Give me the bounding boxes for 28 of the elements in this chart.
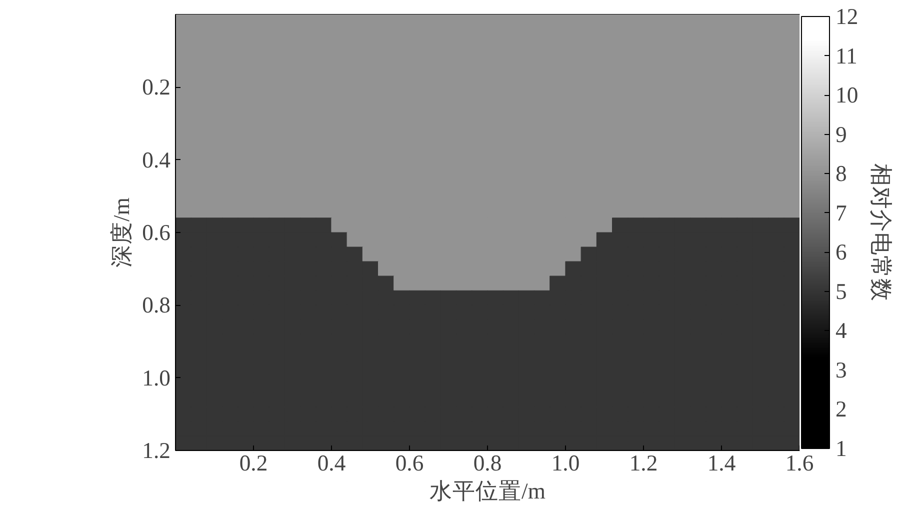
color-bar-label: 8 xyxy=(836,161,847,186)
color-bar-label: 10 xyxy=(836,82,858,108)
y-tick-label: 0.6 xyxy=(142,220,171,245)
x-tick-label: 0.8 xyxy=(473,450,502,476)
color-bar-title: 相对介电常数 xyxy=(868,164,894,302)
y-tick-label: 1.0 xyxy=(142,365,171,390)
y-tick-label: 0.8 xyxy=(142,292,171,318)
color-bar-label: 6 xyxy=(836,240,847,265)
color-bar-label: 11 xyxy=(836,43,858,68)
color-bar-label: 4 xyxy=(836,318,847,344)
color-bar-label: 3 xyxy=(836,357,847,382)
color-bar-label: 7 xyxy=(836,200,847,226)
x-tick-label: 0.2 xyxy=(239,450,268,476)
color-bar-label: 12 xyxy=(836,4,858,29)
x-tick-label: 1.4 xyxy=(707,450,736,476)
color-bar-label: 5 xyxy=(836,278,847,304)
x-axis-title: 水平位置/m xyxy=(430,478,546,504)
x-tick-label: 1.2 xyxy=(629,450,658,476)
x-tick-label: 0.4 xyxy=(317,450,346,476)
color-bar-label: 1 xyxy=(836,436,847,461)
y-axis-title: 深度/m xyxy=(109,197,134,268)
x-tick-label: 0.6 xyxy=(395,450,424,476)
x-tick-label: 1.6 xyxy=(785,450,814,476)
color-bar-label: 9 xyxy=(836,122,847,147)
y-tick-label: 0.2 xyxy=(142,74,171,100)
x-tick-label: 1.0 xyxy=(551,450,580,476)
color-bar-label: 2 xyxy=(836,396,847,422)
y-tick-label: 0.4 xyxy=(142,147,171,172)
